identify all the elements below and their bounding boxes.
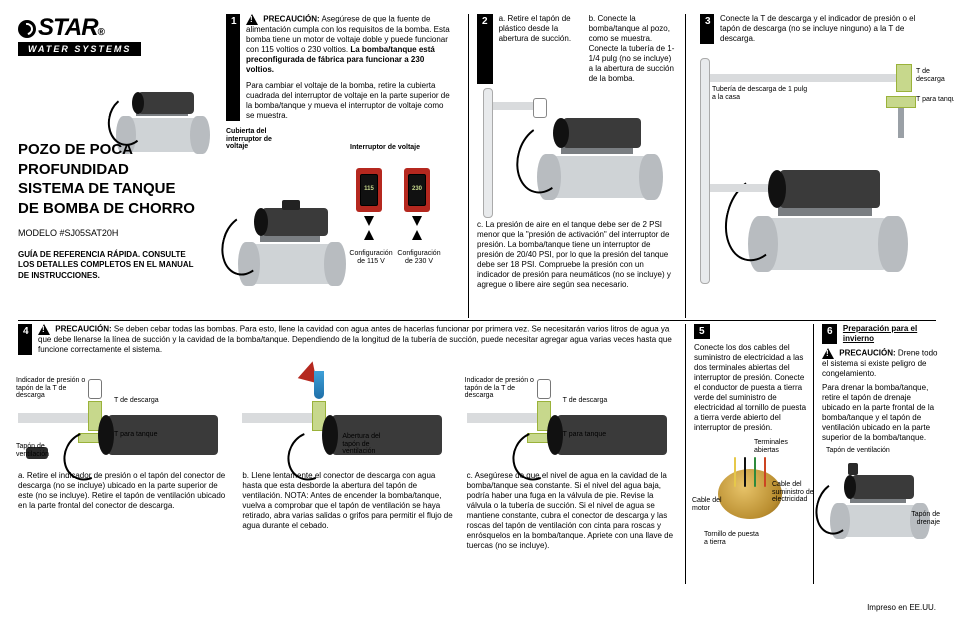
step6-p: Para drenar la bomba/tanque, retire el t…: [822, 383, 938, 443]
step4c-diagram: Indicador de presión o tapón de la T de …: [467, 361, 677, 471]
step5-diagram: Terminales abiertas Cable del suministro…: [694, 439, 807, 549]
step2-b: b. Conecte la bomba/tanque al pozo, como…: [589, 14, 677, 84]
title-l3: SISTEMA DE TANQUE: [18, 180, 176, 197]
step-2-number: 2: [477, 14, 493, 84]
lbl-vent-a: Tapón de ventilación: [16, 443, 58, 458]
warning-icon: [38, 324, 50, 335]
step6-caution-label: PRECAUCIÓN:: [839, 349, 895, 358]
step-3: 3 Conecte la T de descarga y el indicado…: [700, 14, 936, 286]
step-4-number: 4: [18, 324, 32, 355]
switch-230-label: 230: [404, 186, 430, 192]
step-6-number: 6: [822, 324, 837, 344]
lbl-vent-open: Abertura del tapón de ventilación: [342, 433, 398, 456]
step3-diagram: Tubería de descarga de 1 pulg a la casa …: [700, 50, 936, 286]
step1-diagram: Cubierta del interruptor de voltaje Inte…: [226, 128, 454, 318]
divider: [18, 320, 936, 321]
brand-logo: STAR ® WATER SYSTEMS: [18, 14, 141, 56]
step2-diagram: [477, 88, 677, 218]
step-1-number: 1: [226, 14, 240, 121]
lbl-vent6: Tapón de ventilación: [826, 447, 890, 455]
step4a-diagram: Indicador de presión o tapón de la T de …: [18, 361, 228, 471]
logo-bullet-icon: [18, 20, 36, 38]
step4-caution-text: Se deben cebar todas las bombas. Para es…: [38, 325, 672, 354]
lbl-voltage-switch: Interruptor de voltaje: [350, 144, 450, 152]
brand-name: STAR: [38, 14, 98, 42]
lbl-open-terminals: Terminales abiertas: [754, 439, 802, 454]
step-4: 4 PRECAUCIÓN: Se deben cebar todas las b…: [18, 324, 686, 584]
lbl-voltage-cover: Cubierta del interruptor de voltaje: [226, 128, 288, 151]
lbl-tank-tee: T para tanque: [916, 96, 954, 104]
step2-c: c. La presión de aire en el tanque debe …: [477, 220, 677, 290]
step4b-diagram: Abertura del tapón de ventilación: [242, 361, 452, 471]
step4-b: b. Llene lentamente el conector de desca…: [242, 471, 452, 531]
step6-diagram: Tapón de ventilación Tapón de drenaje: [822, 447, 938, 547]
step1-p2: Para cambiar el voltaje de la bomba, ret…: [246, 81, 450, 120]
step3-text: Conecte la T de descarga y el indicador …: [720, 14, 936, 44]
lbl-tee-c: T de descarga: [563, 397, 608, 405]
step6-heading: Preparación para el invierno: [843, 324, 938, 344]
lbl-tank-tee-c: T para tanque: [563, 431, 606, 439]
lbl-tee: T de descarga: [916, 68, 954, 83]
step-3-number: 3: [700, 14, 714, 44]
step5-text: Conecte los dos cables del suministro de…: [694, 343, 807, 433]
lbl-gauge-a: Indicador de presión o tapón de la T de …: [16, 377, 86, 400]
step2-a: a. Retire el tapón de plástico desde la …: [499, 14, 583, 84]
switch-115-label: 115: [356, 186, 382, 192]
step-5: 5 Conecte los dos cables del suministro …: [694, 324, 814, 584]
cfg-230: Configuración de 230 V: [394, 250, 444, 265]
step-5-number: 5: [694, 324, 710, 339]
step-1: 1 PRECAUCIÓN: Asegúrese de que la fuente…: [226, 14, 454, 121]
title-l2: PROFUNDIDAD: [18, 161, 129, 178]
step-2: 2 a. Retire el tapón de plástico desde l…: [468, 14, 686, 318]
model-number: MODELO #SJ05SAT20H: [18, 228, 198, 238]
reg-mark: ®: [98, 27, 104, 38]
caution-label: PRECAUCIÓN:: [263, 15, 319, 24]
lbl-tee-a: T de descarga: [114, 397, 159, 405]
step-6: 6 Preparación para el invierno PRECAUCIÓ…: [822, 324, 938, 547]
lbl-drain: Tapón de drenaje: [904, 511, 940, 526]
title-l4: DE BOMBA DE CHORRO: [18, 200, 195, 217]
warning-icon: [822, 348, 834, 359]
guide-note: GUÍA DE REFERENCIA RÁPIDA. CONSULTE LOS …: [18, 250, 198, 281]
warning-icon: [246, 14, 258, 25]
lbl-discharge-pipe: Tubería de descarga de 1 pulg a la casa: [712, 86, 812, 101]
title-l1: POZO DE POCA: [18, 141, 133, 158]
cfg-115: Configuración de 115 V: [346, 250, 396, 265]
lbl-gauge-c: Indicador de presión o tapón de la T de …: [465, 377, 535, 400]
lbl-ground: Tornillo de puesta a tierra: [704, 531, 764, 546]
title-column: POZO DE POCA PROFUNDIDAD SISTEMA DE TANQ…: [18, 140, 198, 281]
lbl-motor-cable: Cable del motor: [692, 497, 726, 512]
brand-tagline: WATER SYSTEMS: [18, 42, 141, 56]
footer: Impreso en EE.UU.: [867, 603, 936, 612]
step4-caution-label: PRECAUCIÓN:: [55, 325, 111, 334]
step4-a: a. Retire el indicador de presión o el t…: [18, 471, 228, 511]
lbl-supply-cable: Cable del suministro de electricidad: [772, 481, 816, 504]
lbl-tank-tee-a: T para tanque: [114, 431, 157, 439]
step4-c: c. Asegúrese de que el nivel de agua en …: [467, 471, 677, 551]
